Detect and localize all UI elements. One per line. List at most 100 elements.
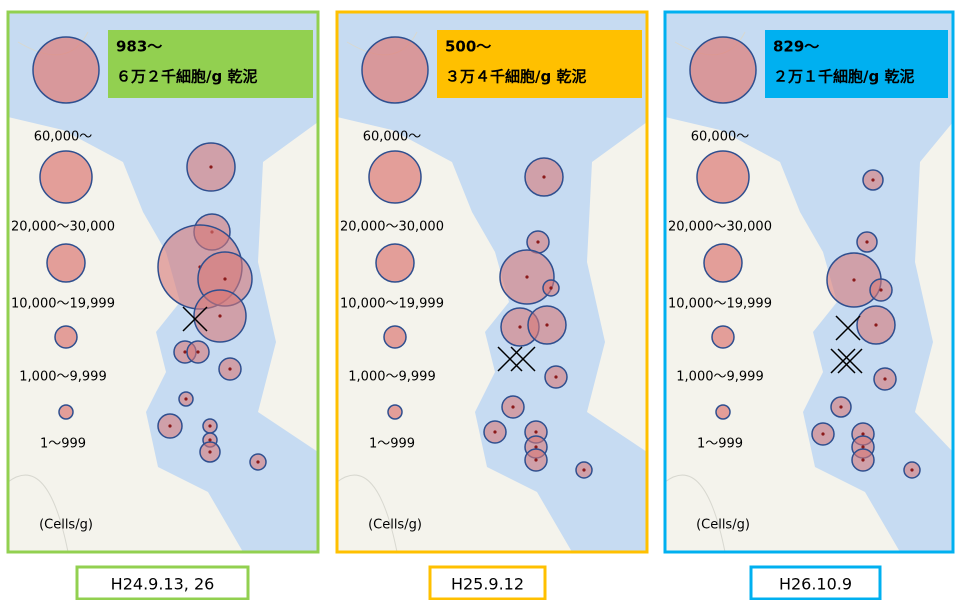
- sample-point: [879, 288, 883, 292]
- sample-point: [883, 377, 887, 381]
- legend-label: 1,000～9,999: [19, 370, 106, 385]
- legend-label: 1～999: [40, 437, 86, 452]
- sample-point: [534, 445, 538, 449]
- panel-frame: [6, 10, 320, 554]
- sample-point: [256, 460, 260, 464]
- sample-point: [184, 397, 188, 401]
- sample-point: [518, 325, 522, 329]
- sample-point: [549, 286, 553, 290]
- legend-bubble: [696, 150, 750, 204]
- header-summary: ２万１千細胞/g 乾泥: [773, 68, 914, 86]
- header-box: [765, 30, 948, 98]
- no-sample-mark: [830, 348, 856, 374]
- sample-point: [183, 350, 187, 354]
- date-box: [75, 565, 250, 600]
- legend-bubble: [58, 404, 74, 420]
- legend-bubble: [368, 150, 422, 204]
- map-water: [337, 12, 647, 552]
- header-box: [437, 30, 642, 98]
- header-summary: ６万２千細胞/g 乾泥: [116, 68, 257, 86]
- sample-point: [871, 178, 875, 182]
- date-label: H24.9.13, 26: [111, 575, 215, 594]
- sample-point: [852, 278, 856, 282]
- sample-point: [554, 375, 558, 379]
- legend-label: 60,000～: [363, 130, 422, 145]
- map-water: [665, 12, 953, 552]
- date-box: [749, 565, 882, 600]
- no-sample-mark: [497, 346, 523, 372]
- legend-bubble: [361, 36, 429, 104]
- map-water: [8, 12, 318, 552]
- legend-label: 1,000～9,999: [348, 370, 435, 385]
- legend-label: 20,000～30,000: [668, 220, 772, 235]
- date-label: H26.10.9: [779, 575, 852, 594]
- sample-point: [525, 275, 529, 279]
- legend-label: 1～999: [697, 437, 743, 452]
- legend-bubble: [689, 36, 757, 104]
- legend-bubble: [711, 325, 735, 349]
- header-box: [108, 30, 313, 98]
- sample-point: [865, 240, 869, 244]
- sample-point: [861, 432, 865, 436]
- panel: 60,000～ 20,000～30,000 10,000～19,999 1,000～9…: [335, 10, 649, 600]
- sample-point: [511, 405, 515, 409]
- legend-bubble: [703, 243, 743, 283]
- header-range: 983～: [116, 38, 162, 56]
- sample-point: [208, 438, 212, 442]
- legend-label: 60,000～: [691, 130, 750, 145]
- legend-bubble: [715, 404, 731, 420]
- sample-point: [228, 367, 232, 371]
- legend-label: 1～999: [369, 437, 415, 452]
- no-sample-mark: [510, 346, 536, 372]
- sample-point: [218, 314, 222, 318]
- sample-point: [208, 450, 212, 454]
- legend-bubble: [383, 325, 407, 349]
- sample-point: [168, 424, 172, 428]
- unit-label: (Cells/g): [696, 518, 750, 533]
- panel-frame: [335, 10, 649, 554]
- legend-bubble: [387, 404, 403, 420]
- legend-label: 20,000～30,000: [11, 220, 115, 235]
- header-range: 500～: [445, 38, 491, 56]
- legend-bubble: [54, 325, 78, 349]
- panel: 60,000～ 20,000～30,000 10,000～19,999 1,000～9…: [6, 10, 320, 600]
- legend-label: 10,000～19,999: [340, 297, 444, 312]
- legend-bubble: [39, 150, 93, 204]
- sample-point: [536, 240, 540, 244]
- header-range: 829～: [773, 38, 819, 56]
- panel: 60,000～ 20,000～30,000 10,000～19,999 1,000～9…: [663, 10, 955, 600]
- sample-point: [910, 468, 914, 472]
- legend-label: 20,000～30,000: [340, 220, 444, 235]
- sample-point: [545, 323, 549, 327]
- legend-bubble: [32, 36, 100, 104]
- legend-label: 10,000～19,999: [668, 297, 772, 312]
- date-box: [428, 565, 547, 600]
- legend-label: 60,000～: [34, 130, 93, 145]
- no-sample-mark: [182, 306, 208, 332]
- sample-point: [223, 277, 227, 281]
- sample-point: [493, 430, 497, 434]
- unit-label: (Cells/g): [368, 518, 422, 533]
- sample-point: [196, 350, 200, 354]
- no-sample-mark: [835, 315, 861, 341]
- sample-point: [839, 405, 843, 409]
- sample-point: [209, 165, 213, 169]
- date-label: H25.9.12: [451, 575, 524, 594]
- no-sample-mark: [837, 348, 863, 374]
- header-summary: ３万４千細胞/g 乾泥: [445, 68, 586, 86]
- legend-label: 10,000～19,999: [11, 297, 115, 312]
- sample-point: [534, 458, 538, 462]
- sample-point: [582, 468, 586, 472]
- sample-point: [861, 458, 865, 462]
- legend-label: 1,000～9,999: [676, 370, 763, 385]
- legend-bubble: [46, 243, 86, 283]
- legend-bubble: [375, 243, 415, 283]
- sample-point: [874, 323, 878, 327]
- sample-point: [534, 430, 538, 434]
- sample-point: [208, 424, 212, 428]
- sample-point: [861, 445, 865, 449]
- sample-point: [542, 175, 546, 179]
- unit-label: (Cells/g): [39, 518, 93, 533]
- panel-frame: [663, 10, 955, 554]
